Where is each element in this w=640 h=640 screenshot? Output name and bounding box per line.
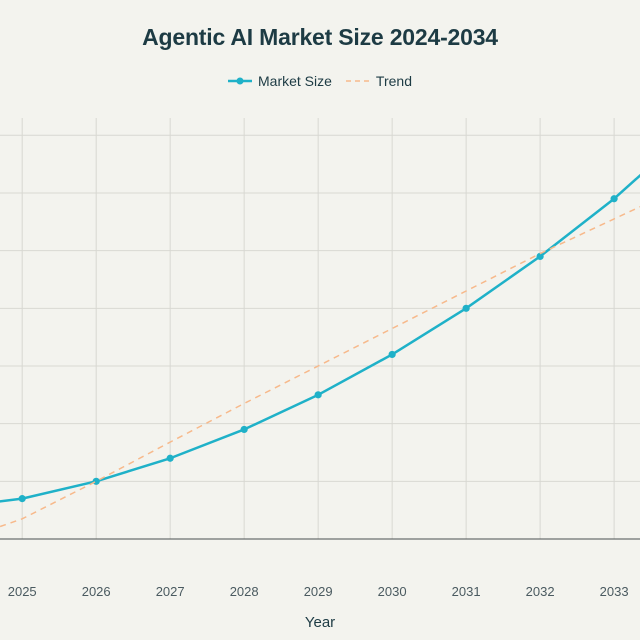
trend-line	[0, 205, 640, 528]
x-tick-label: 2033	[600, 584, 629, 599]
legend-label-trend: Trend	[375, 73, 412, 89]
legend-label-market-size: Market Size	[258, 73, 332, 89]
legend-dashed-line-icon	[345, 80, 370, 82]
market-size-point	[314, 391, 322, 399]
x-tick-label: 2032	[526, 584, 555, 599]
legend-item-trend[interactable]: Trend	[345, 73, 412, 89]
x-tick-label: 2027	[156, 584, 185, 599]
market-size-point	[92, 477, 100, 485]
market-size-point	[536, 252, 544, 261]
x-tick-label: 2029	[304, 584, 333, 599]
market-size-point	[166, 454, 174, 462]
x-tick-label: 2026	[82, 584, 111, 599]
market-size-point	[240, 425, 248, 434]
legend-line-marker-icon	[228, 77, 252, 85]
chart-title: Agentic AI Market Size 2024-2034	[142, 24, 498, 50]
legend: Market Size Trend	[0, 73, 640, 89]
market-size-point	[462, 304, 470, 312]
market-size-point	[610, 195, 618, 203]
x-tick-label: 2025	[8, 584, 37, 599]
x-axis-label: Year	[304, 614, 336, 631]
x-tick-label: 2031	[452, 584, 481, 599]
x-tick-label: 2028	[230, 584, 259, 599]
x-tick-label: 2030	[378, 584, 407, 599]
market-size-point	[388, 350, 396, 359]
market-size-point	[18, 495, 26, 503]
legend-item-market-size[interactable]: Market Size	[228, 73, 332, 89]
